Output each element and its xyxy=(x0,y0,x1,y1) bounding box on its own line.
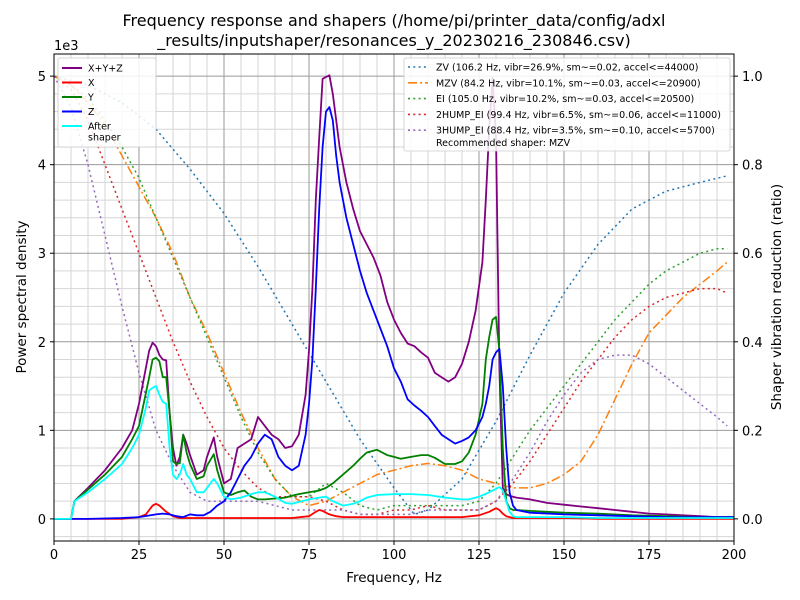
x-tick-label: 200 xyxy=(722,548,747,563)
y2-tick-label: 0.2 xyxy=(742,424,763,439)
y-tick-label: 0 xyxy=(38,513,46,528)
legend-psd-label: shaper xyxy=(88,133,121,144)
shaper-line-ei xyxy=(53,75,728,511)
psd-lines xyxy=(54,74,734,520)
legend-psd-label: X xyxy=(88,78,95,89)
y-tick-label: 2 xyxy=(38,336,46,351)
legend-shaper-label: EI (105.0 Hz, vibr=10.2%, sm~=0.03, acce… xyxy=(436,94,694,105)
x-tick-label: 100 xyxy=(382,548,407,563)
psd-line-y xyxy=(54,316,734,520)
y-axis-ticks: 0 1 2 3 4 5 xyxy=(38,70,54,528)
y2-tick-label: 0.6 xyxy=(742,247,763,262)
x-tick-label: 75 xyxy=(301,548,318,563)
x-tick-label: 150 xyxy=(552,548,577,563)
y-tick-label: 4 xyxy=(38,159,46,174)
x-axis-ticks: 0 25 50 75 100 125 150 175 200 xyxy=(50,541,747,563)
psd-line-after-shaper xyxy=(54,385,734,520)
legend-psd-label: Y xyxy=(87,93,94,104)
psd-line-x-y-z xyxy=(54,74,734,520)
psd-line-x xyxy=(54,502,734,520)
legend-shaper-label: ZV (106.2 Hz, vibr=26.9%, sm~=0.02, acce… xyxy=(436,63,698,74)
y-axis-label: Power spectral density xyxy=(14,220,30,373)
shaper-line-mzv xyxy=(53,75,728,507)
shaper-line-2hump-ei xyxy=(53,75,728,516)
y2-tick-label: 1.0 xyxy=(742,70,763,85)
x-tick-label: 125 xyxy=(467,548,492,563)
legend-shaper-label: 3HUMP_EI (88.4 Hz, vibr=3.5%, sm~=0.10, … xyxy=(436,126,715,137)
x-tick-label: 0 xyxy=(50,548,58,563)
y2-axis-ticks: 0.0 0.2 0.4 0.6 0.8 1.0 xyxy=(734,70,763,528)
x-tick-label: 175 xyxy=(637,548,662,563)
x-tick-label: 50 xyxy=(216,548,233,563)
shaper-lines xyxy=(53,75,728,516)
chart-title-line-2: _results/inputshaper/resonances_y_202302… xyxy=(156,31,631,51)
x-axis-label: Frequency, Hz xyxy=(346,570,442,586)
psd-line-z xyxy=(54,106,734,520)
legend-psd-label: Z xyxy=(88,107,95,118)
legend-psd-label: X+Y+Z xyxy=(88,64,123,75)
legend-shapers: Recommended shaper: MZV ZV (106.2 Hz, vi… xyxy=(403,57,731,152)
legend-shapers-box xyxy=(403,57,731,152)
y2-tick-label: 0.0 xyxy=(742,513,763,528)
legend-shaper-label: MZV (84.2 Hz, vibr=10.1%, sm~=0.03, acce… xyxy=(436,78,701,89)
legend-psd-label: After xyxy=(88,122,111,133)
shaper-line-3hump-ei xyxy=(53,75,728,516)
y2-tick-label: 0.4 xyxy=(742,336,763,351)
recommended-shaper-text: Recommended shaper: MZV xyxy=(436,138,571,149)
x-tick-label: 25 xyxy=(131,548,148,563)
y2-tick-label: 0.8 xyxy=(742,159,763,174)
legend-psd-box xyxy=(57,57,157,148)
y-tick-label: 1 xyxy=(38,424,46,439)
y-offset-label: 1e3 xyxy=(54,39,79,54)
chart-title-line-1: Frequency response and shapers (/home/pi… xyxy=(122,11,665,31)
y-tick-label: 3 xyxy=(38,247,46,262)
legend-shaper-label: 2HUMP_EI (99.4 Hz, vibr=6.5%, sm~=0.06, … xyxy=(436,110,721,121)
y2-axis-label: Shaper vibration reduction (ratio) xyxy=(769,184,785,410)
y-tick-label: 5 xyxy=(38,70,46,85)
